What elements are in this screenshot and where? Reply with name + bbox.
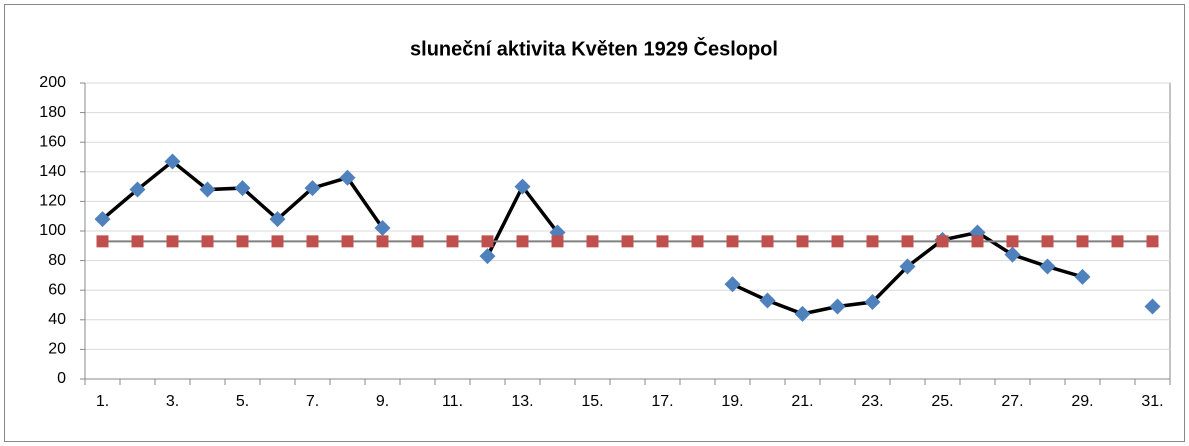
data-point (586, 235, 599, 248)
data-point (411, 235, 424, 248)
data-point (829, 298, 846, 315)
data-point (236, 235, 249, 248)
x-tick-label: 31. (1141, 393, 1163, 410)
data-point (376, 235, 389, 248)
y-tick-label: 100 (39, 222, 66, 239)
x-tick-label: 5. (236, 393, 249, 410)
data-point (1074, 268, 1091, 285)
data-point (341, 235, 354, 248)
data-point (446, 235, 459, 248)
data-point (761, 235, 774, 248)
data-point (166, 235, 179, 248)
x-tick-label: 21. (791, 393, 813, 410)
data-point (794, 305, 811, 322)
data-point (514, 178, 531, 195)
y-tick-label: 120 (39, 193, 66, 210)
data-point (129, 181, 146, 198)
data-point (726, 235, 739, 248)
data-point (691, 235, 704, 248)
y-tick-label: 20 (48, 341, 66, 358)
data-point (306, 235, 319, 248)
data-point (621, 235, 634, 248)
data-point (551, 235, 564, 248)
y-tick-label: 200 (39, 74, 66, 91)
data-point (164, 153, 181, 170)
data-point (1076, 235, 1089, 248)
x-tick-label: 23. (861, 393, 883, 410)
y-tick-label: 40 (48, 311, 66, 328)
data-point (796, 235, 809, 248)
data-point (271, 235, 284, 248)
data-point (96, 235, 109, 248)
data-point (724, 276, 741, 293)
chart-title: sluneční aktivita Květen 1929 Česlopol (410, 36, 778, 60)
x-tick-label: 29. (1071, 393, 1093, 410)
x-tick-label: 19. (721, 393, 743, 410)
x-tick-label: 7. (306, 393, 319, 410)
data-point (339, 169, 356, 186)
data-point (899, 258, 916, 275)
data-point (1146, 235, 1159, 248)
data-point (1144, 298, 1161, 315)
data-point (971, 235, 984, 248)
data-point (1006, 235, 1019, 248)
data-point (831, 235, 844, 248)
data-point (1039, 258, 1056, 275)
data-point (481, 235, 494, 248)
data-point (656, 235, 669, 248)
x-tick-label: 15. (581, 393, 603, 410)
data-point (1111, 235, 1124, 248)
y-tick-label: 160 (39, 133, 66, 150)
y-tick-label: 80 (48, 252, 66, 269)
x-tick-label: 11. (442, 393, 463, 410)
data-point (199, 181, 216, 198)
data-point (269, 211, 286, 228)
data-point (374, 220, 391, 237)
data-point (901, 235, 914, 248)
data-point (1041, 235, 1054, 248)
data-point (866, 235, 879, 248)
data-point (201, 235, 214, 248)
data-point (304, 180, 321, 197)
x-tick-label: 13. (511, 393, 533, 410)
data-point (516, 235, 529, 248)
x-tick-label: 25. (931, 393, 953, 410)
data-point (759, 292, 776, 309)
x-tick-label: 3. (166, 393, 179, 410)
data-point (864, 294, 881, 311)
y-tick-label: 140 (39, 163, 66, 180)
data-point (936, 235, 949, 248)
y-tick-label: 60 (48, 281, 66, 298)
x-tick-label: 1. (96, 393, 109, 410)
x-tick-label: 9. (376, 393, 389, 410)
data-point (234, 180, 251, 197)
x-tick-label: 27. (1001, 393, 1023, 410)
data-point (479, 248, 496, 265)
data-point (131, 235, 144, 248)
data-point (94, 211, 111, 228)
y-tick-label: 180 (39, 104, 66, 121)
x-tick-label: 17. (651, 393, 673, 410)
y-tick-label: 0 (57, 370, 66, 387)
data-point (1004, 246, 1021, 263)
